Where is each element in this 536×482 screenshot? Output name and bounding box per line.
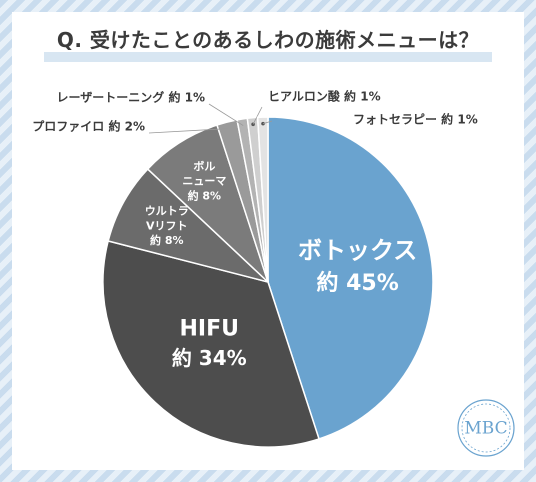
logo-text: MBC — [464, 419, 507, 439]
leader-line-hyaluron — [252, 106, 263, 125]
slice-value-label-botox: 約 45% — [316, 270, 398, 296]
outside-label-hyaluron: ヒアルロン酸 約 1% — [268, 89, 381, 104]
slice-name-label-ultra: Vリフト — [146, 219, 188, 232]
pie-slice-photo — [256, 116, 269, 283]
slice-value-label-hifu: 約 34% — [172, 346, 247, 370]
leader-line-profile — [148, 128, 229, 134]
leader-line-laser — [208, 103, 244, 126]
outside-label-profile: プロファイロ 約 2% — [32, 119, 145, 134]
slice-name-label-bolnuma: ボル — [193, 159, 215, 173]
outside-label-laser: レーザートーニング 約 1% — [57, 90, 206, 105]
slice-value-label-ultra: 約 8% — [150, 233, 184, 247]
slice-name-label-bolnuma: ニューマ — [182, 175, 226, 188]
slice-value-label-bolnuma: 約 8% — [188, 189, 222, 203]
logo-badge — [457, 399, 515, 457]
slice-name-label-botox: ボトックス — [298, 237, 417, 265]
title-underline — [44, 52, 492, 62]
logo-ring — [461, 403, 511, 453]
pie-slice-botox — [267, 116, 434, 440]
leader-line-photo — [262, 120, 273, 125]
slice-name-label-hifu: HIFU — [180, 317, 240, 342]
pie-slice-hifu — [102, 240, 320, 448]
chart-title: Q. 受けたことのあるしわの施術メニューは？ — [56, 28, 480, 52]
slice-name-label-ultra: ウルトラ — [145, 205, 189, 218]
outside-label-photo: フォトセラピー 約 1% — [353, 112, 478, 127]
